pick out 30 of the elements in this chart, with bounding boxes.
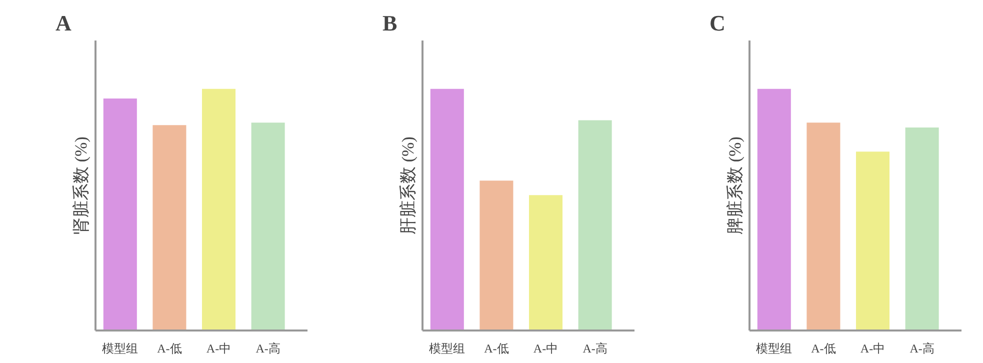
x-tick-label: A-低 (157, 342, 182, 356)
bar (430, 88, 464, 330)
x-tick-label: A-中 (533, 342, 558, 356)
x-tick-label: A-高 (582, 342, 608, 356)
bar (905, 128, 939, 330)
chart-title: C (710, 10, 726, 36)
bar (856, 152, 890, 330)
x-tick-label: 模型组 (429, 342, 466, 356)
y-axis-title: 肝脏系数 (%) (398, 136, 418, 234)
bar (152, 125, 186, 330)
x-tick-label: A-中 (860, 342, 886, 356)
x-tick-label: A-低 (484, 342, 509, 356)
bar (578, 120, 612, 330)
x-tick-label: A-高 (910, 342, 934, 356)
y-axis-title: 肾脏系数 (%) (72, 136, 90, 234)
bar (480, 180, 514, 330)
bar (251, 122, 285, 330)
x-tick-label: A-高 (256, 342, 280, 356)
x-tick-label: A-中 (206, 342, 232, 356)
y-axis-title: 脾脏系数 (%) (726, 136, 744, 234)
chart-title: B (382, 10, 398, 36)
bar (806, 122, 840, 330)
chart-title: A (56, 10, 72, 36)
x-tick-label: A-低 (811, 342, 836, 356)
x-tick-label: 模型组 (756, 342, 792, 356)
bar (202, 88, 236, 330)
x-tick-label: 模型组 (102, 342, 138, 356)
bar (103, 98, 137, 330)
bar (528, 195, 563, 330)
bar (757, 88, 791, 330)
